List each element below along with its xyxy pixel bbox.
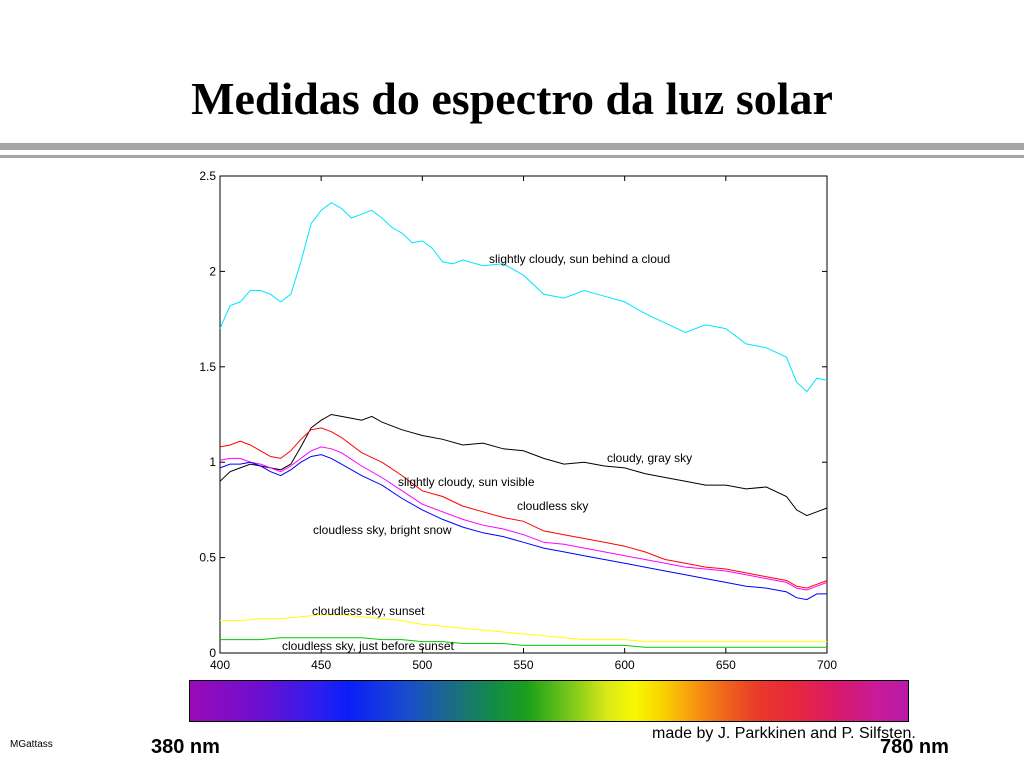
y-tick-label: 2 xyxy=(209,264,216,278)
credit-text: made by J. Parkkinen and P. Silfsten. xyxy=(652,725,916,742)
plot-frame xyxy=(219,175,828,654)
series-group xyxy=(219,202,828,648)
x-tick-label: 550 xyxy=(513,658,533,672)
author-footer: MGattass xyxy=(10,739,53,750)
annotation-sun-visible: slightly cloudy, sun visible xyxy=(398,475,535,489)
series-line xyxy=(219,413,828,517)
annotation-sun-behind-cloud: slightly cloudy, sun behind a cloud xyxy=(489,252,670,266)
x-tick-label: 650 xyxy=(716,658,736,672)
visible-spectrum-bar xyxy=(189,680,909,722)
x-tick-label: 450 xyxy=(311,658,331,672)
annotation-bright-snow: cloudless sky, bright snow xyxy=(313,523,452,537)
x-tick-label: 600 xyxy=(615,658,635,672)
annotations: slightly cloudy, sun behind a cloud clou… xyxy=(282,252,692,653)
y-tick-label: 0.5 xyxy=(199,551,216,565)
series-line xyxy=(220,614,827,643)
x-tick-label: 500 xyxy=(412,658,432,672)
y-tick-label: 1 xyxy=(209,455,216,469)
series-line xyxy=(219,454,827,601)
title-rule-thick xyxy=(0,143,1024,150)
y-tick-label: 0 xyxy=(209,646,216,660)
y-tick-label: 1.5 xyxy=(199,360,216,374)
series-line xyxy=(219,446,828,591)
spectrum-left-label: 380 nm xyxy=(151,736,220,758)
title-rule-thin xyxy=(0,155,1024,158)
y-tick-label: 2.5 xyxy=(199,169,216,183)
x-tick-label: 400 xyxy=(210,658,230,672)
axis-ticks: 400 450 500 550 600 650 700 0 0.5 1 1.5 2 2.5 xyxy=(199,169,837,672)
x-tick-label: 700 xyxy=(817,658,837,672)
series-line xyxy=(220,637,827,648)
annotation-before-sunset: cloudless sky, just before sunset xyxy=(282,639,455,653)
annotation-gray-sky: cloudy, gray sky xyxy=(607,451,692,465)
series-line xyxy=(219,202,828,393)
series-line xyxy=(219,427,828,589)
annotation-sunset: cloudless sky, sunset xyxy=(312,604,425,618)
slide-title: Medidas do espectro da luz solar xyxy=(191,73,833,124)
annotation-cloudless-sky: cloudless sky xyxy=(517,499,588,513)
spectrum-right-label: 780 nm xyxy=(880,736,949,758)
